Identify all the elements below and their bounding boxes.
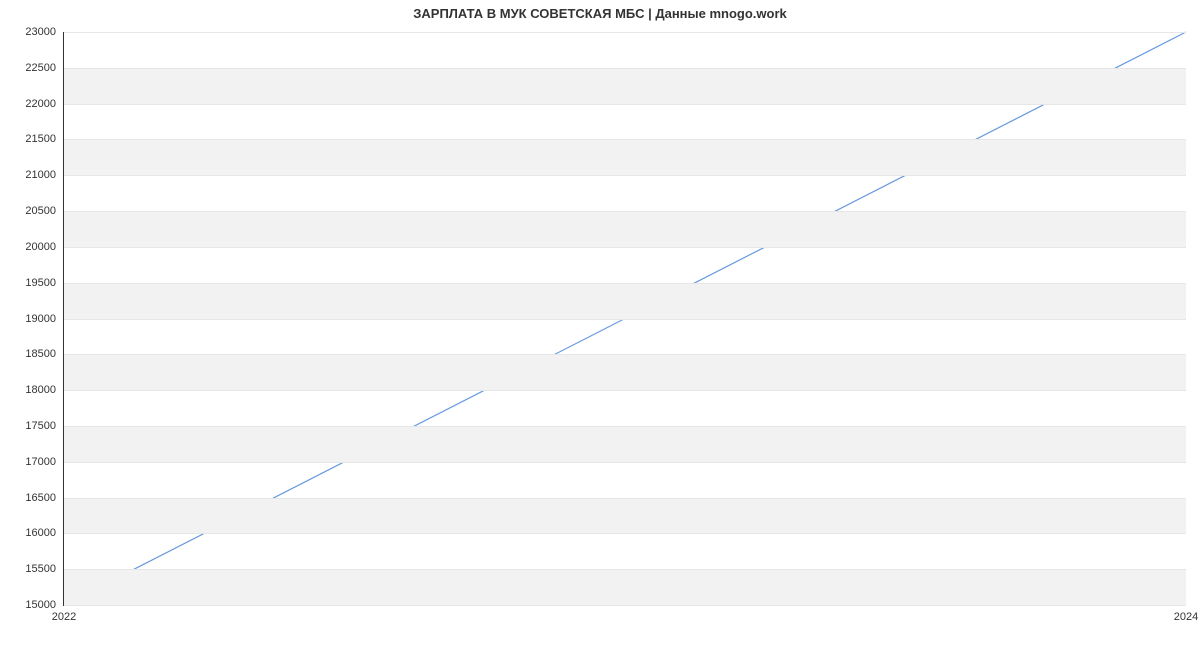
y-tick-label: 15000 [25, 599, 56, 611]
grid-band [64, 498, 1186, 534]
y-gridline [64, 354, 1186, 355]
y-gridline [64, 247, 1186, 248]
y-tick-label: 22500 [25, 62, 56, 74]
y-tick-label: 21500 [25, 133, 56, 145]
y-gridline [64, 32, 1186, 33]
y-gridline [64, 605, 1186, 606]
x-tick-label: 2022 [52, 611, 76, 623]
y-tick-label: 15500 [25, 563, 56, 575]
grid-band [64, 569, 1186, 605]
y-gridline [64, 175, 1186, 176]
y-gridline [64, 139, 1186, 140]
plot-area: 1500015500160001650017000175001800018500… [63, 32, 1186, 606]
y-tick-label: 20000 [25, 241, 56, 253]
grid-band [64, 426, 1186, 462]
y-tick-label: 19500 [25, 277, 56, 289]
y-tick-label: 16500 [25, 492, 56, 504]
y-tick-label: 19000 [25, 313, 56, 325]
grid-band [64, 139, 1186, 175]
y-tick-label: 22000 [25, 98, 56, 110]
grid-band [64, 283, 1186, 319]
y-gridline [64, 104, 1186, 105]
y-gridline [64, 533, 1186, 534]
x-tick-label: 2024 [1174, 611, 1198, 623]
chart-title: ЗАРПЛАТА В МУК СОВЕТСКАЯ МБС | Данные mn… [0, 6, 1200, 21]
y-gridline [64, 283, 1186, 284]
y-gridline [64, 390, 1186, 391]
y-gridline [64, 426, 1186, 427]
y-tick-label: 17500 [25, 420, 56, 432]
grid-band [64, 354, 1186, 390]
grid-band [64, 211, 1186, 247]
grid-band [64, 68, 1186, 104]
y-gridline [64, 498, 1186, 499]
y-tick-label: 21000 [25, 169, 56, 181]
y-tick-label: 17000 [25, 456, 56, 468]
y-gridline [64, 569, 1186, 570]
y-tick-label: 23000 [25, 26, 56, 38]
y-tick-label: 18000 [25, 384, 56, 396]
y-tick-label: 16000 [25, 527, 56, 539]
y-gridline [64, 68, 1186, 69]
y-tick-label: 18500 [25, 348, 56, 360]
y-gridline [64, 462, 1186, 463]
y-tick-label: 20500 [25, 205, 56, 217]
y-gridline [64, 211, 1186, 212]
y-gridline [64, 319, 1186, 320]
